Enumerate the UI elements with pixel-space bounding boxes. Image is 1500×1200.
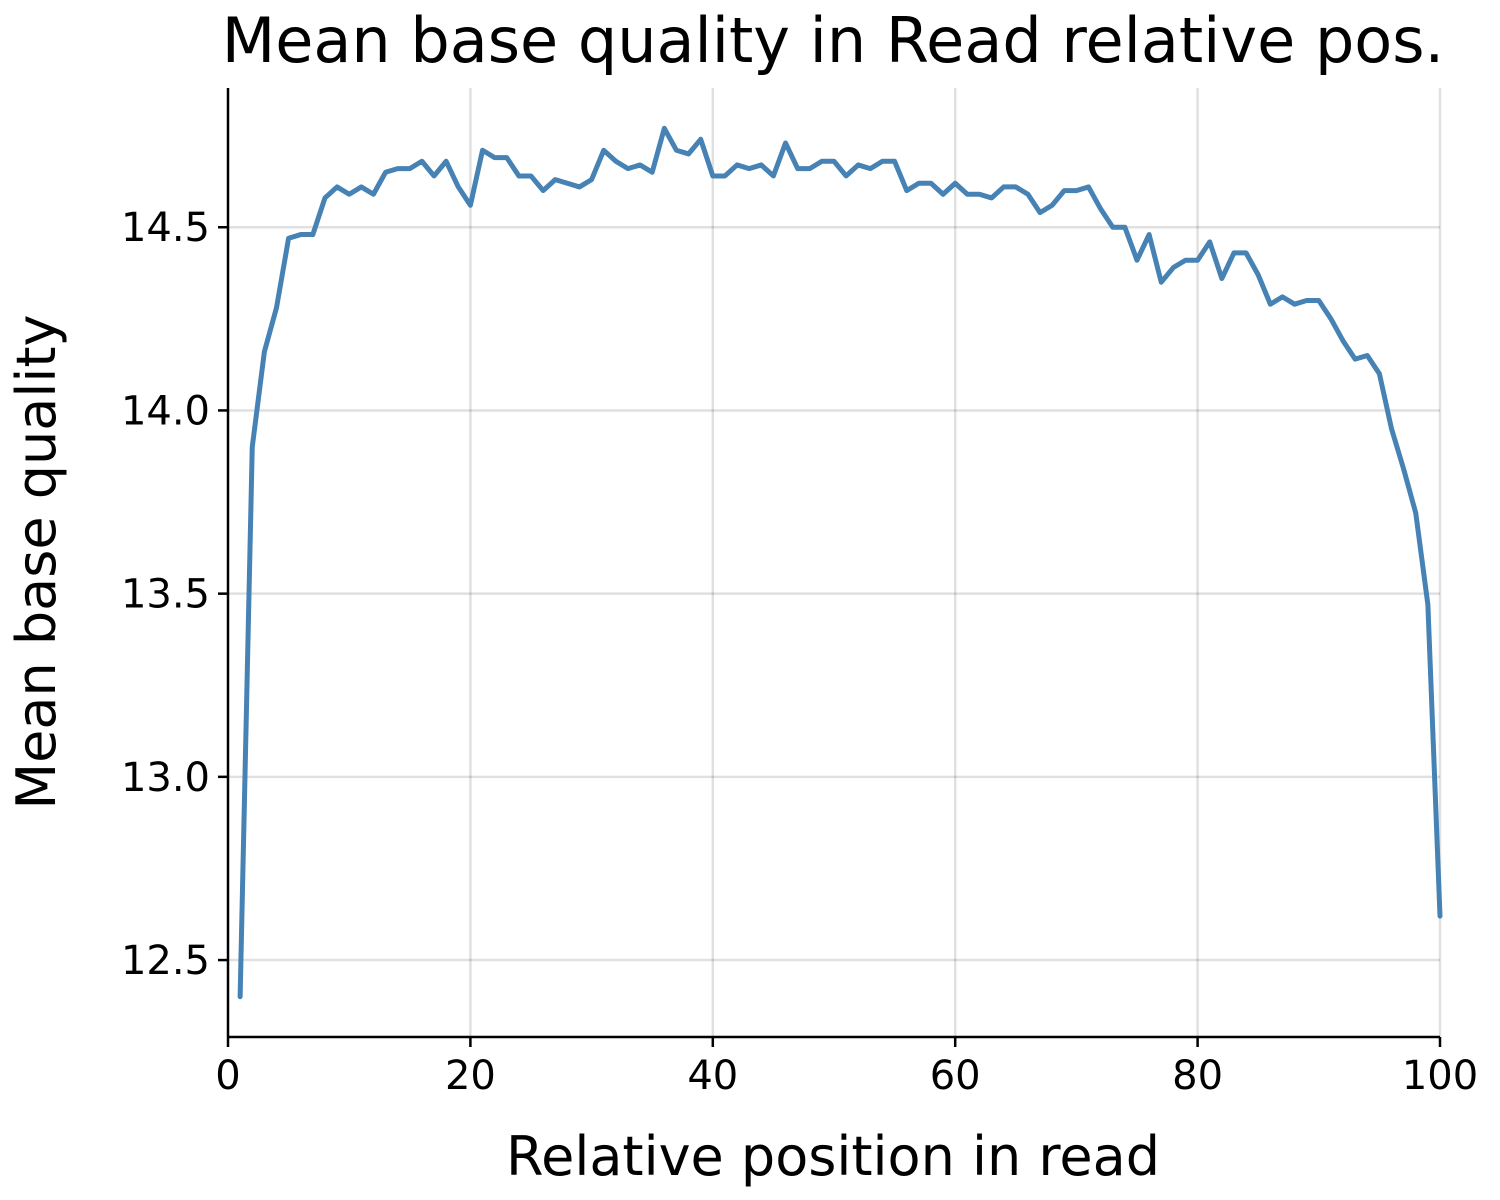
x-tick-label: 40 xyxy=(687,1053,738,1099)
y-axis-label: Mean base quality xyxy=(5,315,68,810)
x-tick-label: 60 xyxy=(930,1053,981,1099)
x-axis-label: Relative position in read xyxy=(506,1125,1160,1188)
y-tick-label: 13.5 xyxy=(121,572,210,618)
y-tick-label: 13.0 xyxy=(121,755,210,801)
x-tick-label: 80 xyxy=(1172,1053,1223,1099)
x-tick-label: 100 xyxy=(1402,1053,1478,1099)
y-tick-label: 14.5 xyxy=(121,205,210,251)
y-tick-label: 12.5 xyxy=(121,938,210,984)
x-tick-label: 0 xyxy=(215,1053,240,1099)
grid-lines xyxy=(228,88,1442,1037)
x-tick-label: 20 xyxy=(445,1053,496,1099)
axis-ticks: 0 20 40 60 80 100 12.5 13.0 13.5 14.0 14.5 xyxy=(121,205,1478,1099)
y-tick-label: 14.0 xyxy=(121,388,210,434)
plot-area xyxy=(237,125,1443,1000)
chart-title: Mean base quality in Read relative pos. xyxy=(222,4,1445,77)
series-line xyxy=(237,125,1443,1000)
